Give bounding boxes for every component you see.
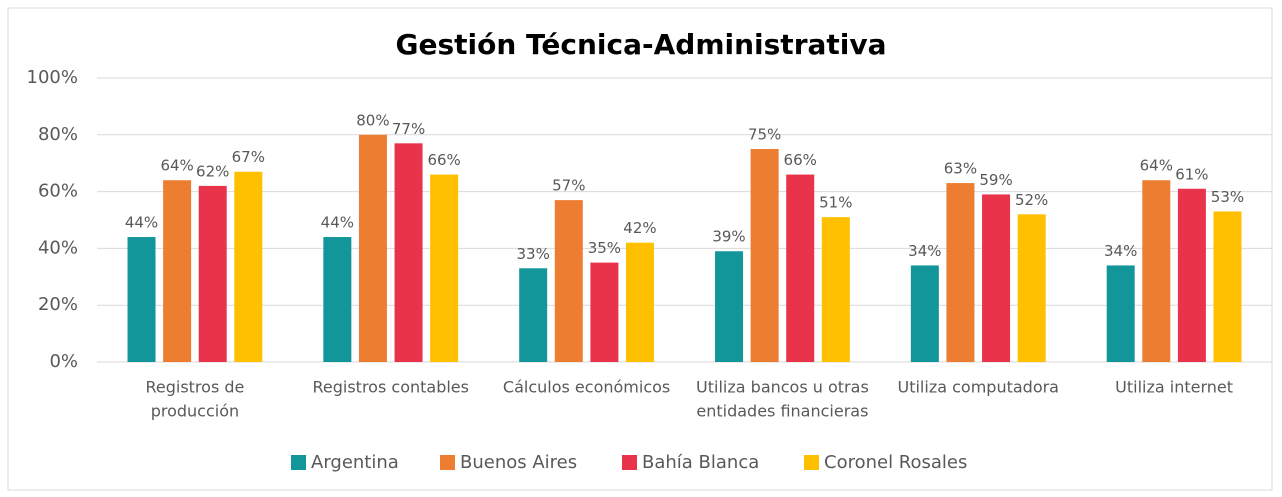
value-label: 75% xyxy=(748,126,781,144)
legend-swatch xyxy=(440,455,455,470)
legend-swatch xyxy=(804,455,819,470)
value-label: 80% xyxy=(356,111,389,129)
y-tick-label: 60% xyxy=(38,181,78,202)
bar xyxy=(394,143,423,362)
bar xyxy=(1213,211,1242,362)
legend-label: Argentina xyxy=(311,452,399,473)
x-tick-label: Cálculos económicos xyxy=(503,378,670,397)
value-label: 42% xyxy=(623,219,656,237)
value-label: 62% xyxy=(196,162,229,180)
bar xyxy=(821,217,850,362)
legend-swatch xyxy=(291,455,306,470)
value-label: 77% xyxy=(392,120,425,138)
value-label: 51% xyxy=(819,194,852,212)
bar xyxy=(519,268,548,362)
value-label: 59% xyxy=(979,171,1012,189)
value-label: 34% xyxy=(1104,242,1137,260)
chart-title: Gestión Técnica-Administrativa xyxy=(395,28,886,61)
legend-label: Buenos Aires xyxy=(460,452,577,473)
bar xyxy=(946,183,975,362)
value-label: 44% xyxy=(125,214,158,232)
x-tick-label: Registros de xyxy=(145,378,244,397)
bar xyxy=(554,200,583,362)
x-tick-label: Utiliza bancos u otras xyxy=(696,378,869,397)
value-label: 44% xyxy=(321,214,354,232)
value-label: 53% xyxy=(1211,188,1244,206)
bar xyxy=(1142,180,1171,362)
value-label: 64% xyxy=(160,157,193,175)
bar xyxy=(982,194,1011,362)
legend-swatch xyxy=(622,455,637,470)
bar xyxy=(163,180,192,362)
y-tick-label: 0% xyxy=(49,351,78,372)
x-tick-label: entidades financieras xyxy=(696,402,868,421)
bar xyxy=(750,149,779,362)
bar xyxy=(1106,265,1135,362)
value-label: 63% xyxy=(944,160,977,178)
bar xyxy=(323,237,352,362)
x-tick-label: Utiliza internet xyxy=(1115,378,1233,397)
y-tick-label: 100% xyxy=(27,67,78,88)
x-tick-label: Registros contables xyxy=(313,378,469,397)
value-label: 52% xyxy=(1015,191,1048,209)
legend-label: Bahía Blanca xyxy=(642,452,759,473)
bar xyxy=(358,134,387,362)
value-label: 61% xyxy=(1175,165,1208,183)
x-tick-label: Utiliza computadora xyxy=(898,378,1059,397)
value-label: 39% xyxy=(712,228,745,246)
value-label: 64% xyxy=(1140,157,1173,175)
y-tick-label: 40% xyxy=(38,237,78,258)
value-label: 57% xyxy=(552,177,585,195)
y-tick-label: 80% xyxy=(38,124,78,145)
bar xyxy=(430,174,459,362)
bar xyxy=(910,265,939,362)
bar xyxy=(1017,214,1046,362)
bar xyxy=(590,262,619,362)
y-tick-label: 20% xyxy=(38,294,78,315)
bar xyxy=(715,251,744,362)
bar xyxy=(1177,188,1206,362)
value-label: 35% xyxy=(588,239,621,257)
x-tick-label: producción xyxy=(151,402,239,421)
bar xyxy=(234,171,263,362)
bar xyxy=(127,237,156,362)
bar xyxy=(198,185,227,362)
value-label: 34% xyxy=(908,242,941,260)
value-label: 66% xyxy=(784,151,817,169)
value-label: 67% xyxy=(232,148,265,166)
value-label: 66% xyxy=(427,151,460,169)
legend-label: Coronel Rosales xyxy=(824,452,967,473)
bar xyxy=(625,242,654,362)
bar xyxy=(786,174,815,362)
value-label: 33% xyxy=(517,245,550,263)
